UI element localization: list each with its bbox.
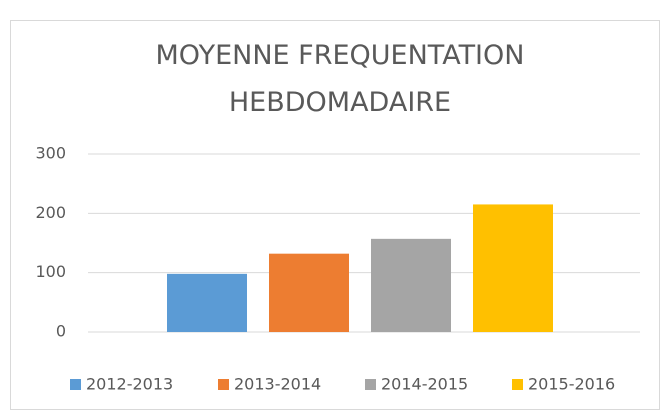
legend-label: 2015-2016 bbox=[528, 375, 615, 394]
bar bbox=[269, 253, 349, 332]
legend-label: 2012-2013 bbox=[86, 375, 173, 394]
bar bbox=[167, 273, 247, 332]
y-tick-label: 100 bbox=[35, 262, 66, 281]
legend-label: 2014-2015 bbox=[381, 375, 468, 394]
legend-label: 2013-2014 bbox=[234, 375, 321, 394]
chart-frame bbox=[10, 20, 660, 410]
legend-swatch bbox=[365, 379, 376, 390]
bar bbox=[371, 238, 451, 332]
y-tick-label: 200 bbox=[35, 203, 66, 222]
y-tick-label: 0 bbox=[56, 322, 66, 341]
legend-swatch bbox=[512, 379, 523, 390]
bar bbox=[473, 204, 553, 332]
chart-title: MOYENNE FREQUENTATION HEBDOMADAIRE bbox=[155, 40, 525, 118]
legend-swatch bbox=[70, 379, 81, 390]
legend-swatch bbox=[218, 379, 229, 390]
y-tick-label: 300 bbox=[35, 144, 66, 163]
